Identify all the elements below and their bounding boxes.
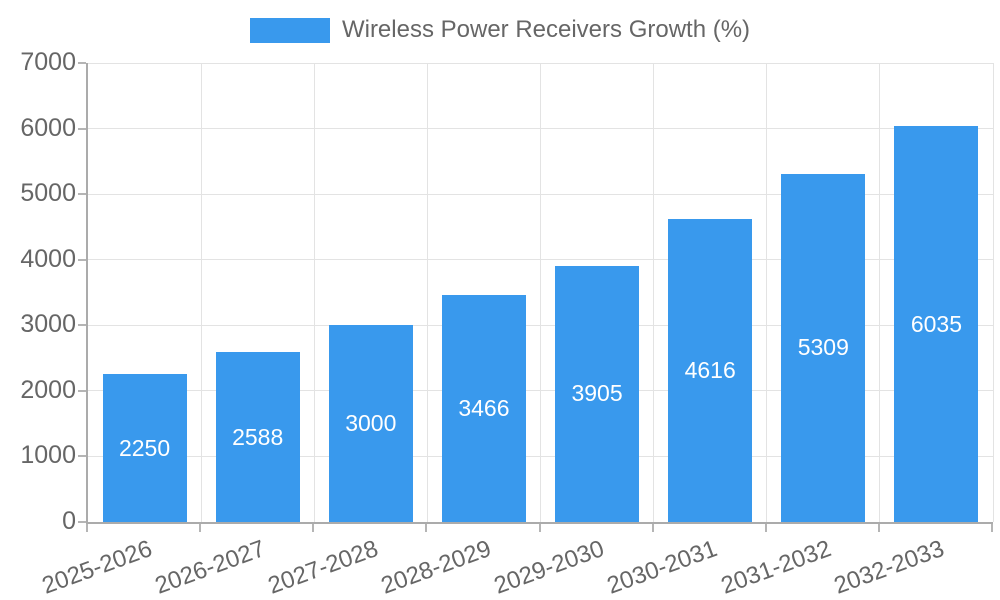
y-tick-label: 2000 <box>20 375 76 404</box>
bar: 6035 <box>894 126 979 522</box>
x-tick-mark <box>199 524 202 532</box>
bar-value-label: 4616 <box>684 357 736 384</box>
y-tick-label: 1000 <box>20 441 76 470</box>
bar: 2250 <box>102 374 187 522</box>
x-tick-label: 2028-2029 <box>377 535 495 600</box>
y-axis-line <box>86 63 88 524</box>
vertical-gridline <box>426 63 428 522</box>
bar: 3466 <box>441 294 526 522</box>
x-tick-label: 2032-2033 <box>830 535 948 600</box>
x-tick-label: 2025-2026 <box>38 535 156 600</box>
x-tick-mark <box>538 524 541 532</box>
bar-value-label: 6035 <box>910 310 963 337</box>
vertical-gridline <box>992 63 994 522</box>
x-tick-mark <box>651 524 654 532</box>
x-tick-label: 2031-2032 <box>717 535 835 600</box>
x-tick-mark <box>877 524 880 532</box>
vertical-gridline <box>200 63 202 522</box>
y-tick-mark <box>78 193 86 196</box>
x-tick-mark <box>312 524 315 532</box>
x-tick-mark <box>86 524 88 532</box>
x-tick-mark <box>764 524 767 532</box>
bar-value-label: 3000 <box>345 410 397 437</box>
y-tick-mark <box>78 521 86 523</box>
bar-value-label: 3466 <box>458 394 510 421</box>
bar: 5309 <box>781 173 866 522</box>
y-tick-label: 3000 <box>20 310 76 339</box>
bar: 3905 <box>555 265 640 522</box>
y-tick-mark <box>78 389 86 392</box>
bar-value-label: 3905 <box>571 380 623 407</box>
vertical-gridline <box>766 63 768 522</box>
bar: 3000 <box>328 325 413 522</box>
y-tick-label: 7000 <box>20 47 76 76</box>
y-tick-mark <box>78 324 86 327</box>
bar-value-label: 5309 <box>797 334 849 361</box>
x-tick-mark <box>425 524 428 532</box>
x-tick-label: 2030-2031 <box>603 535 722 600</box>
bar: 2588 <box>215 352 300 522</box>
y-tick-mark <box>78 62 86 64</box>
y-tick-mark <box>78 455 86 458</box>
x-tick-label: 2029-2030 <box>490 535 608 600</box>
x-tick-mark <box>991 524 993 532</box>
y-tick-label: 4000 <box>20 244 76 273</box>
bar: 4616 <box>668 219 753 522</box>
y-tick-label: 0 <box>62 506 76 535</box>
x-axis-line <box>86 522 993 524</box>
vertical-gridline <box>540 63 541 522</box>
legend-label: Wireless Power Receivers Growth (%) <box>341 16 751 43</box>
legend-color-swatch <box>249 17 330 43</box>
vertical-gridline <box>313 63 315 522</box>
y-tick-mark <box>78 127 86 130</box>
vertical-gridline <box>879 63 881 522</box>
bar-value-label: 2250 <box>118 434 171 461</box>
y-tick-label: 6000 <box>20 113 76 142</box>
legend-item[interactable]: Wireless Power Receivers Growth (%) <box>249 16 751 44</box>
vertical-gridline <box>653 63 655 522</box>
y-tick-label: 5000 <box>20 179 76 208</box>
x-tick-label: 2026-2027 <box>151 535 269 600</box>
x-tick-label: 2027-2028 <box>264 535 382 600</box>
chart-legend: Wireless Power Receivers Growth (%) <box>0 16 1000 44</box>
y-tick-mark <box>78 258 86 261</box>
bar-value-label: 2588 <box>232 423 284 450</box>
